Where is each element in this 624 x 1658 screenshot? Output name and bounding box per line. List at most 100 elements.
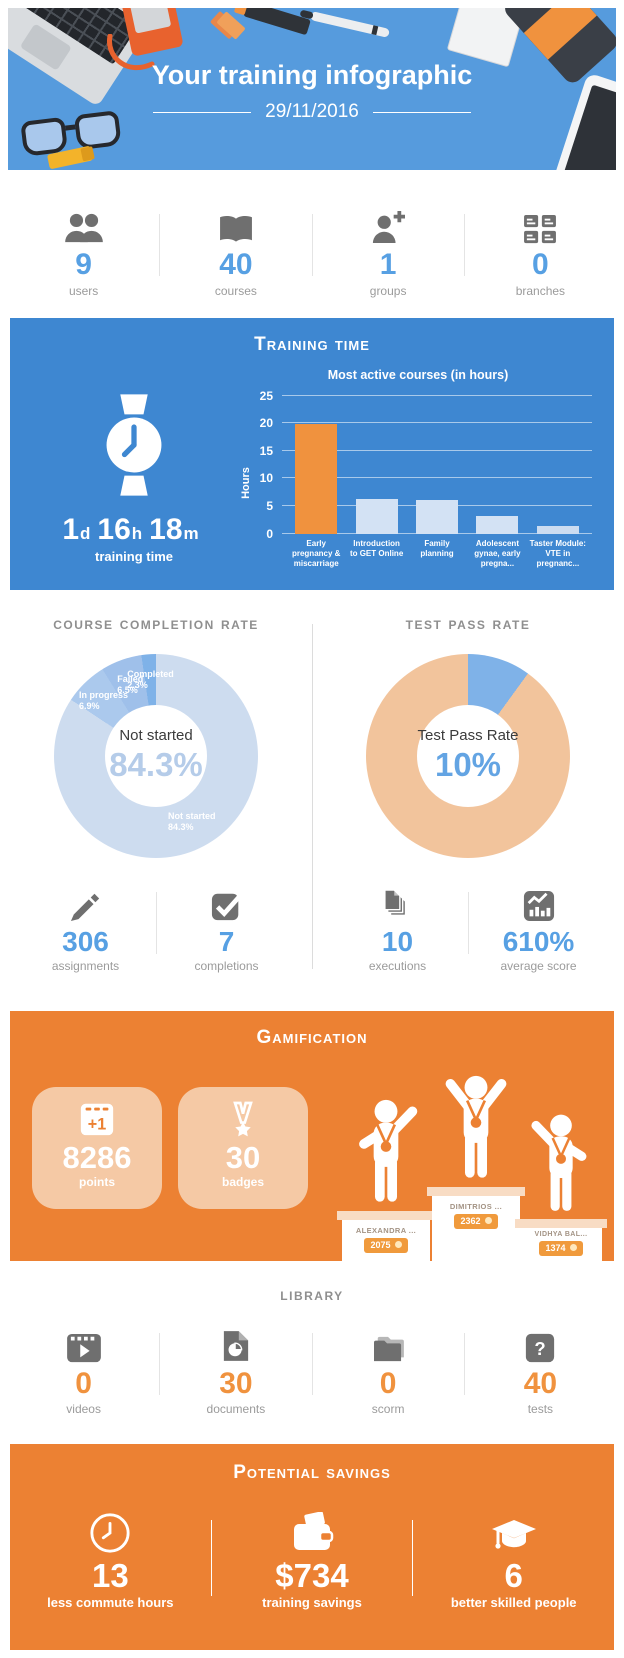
training-duration: 1d 16h 18m: [28, 513, 240, 547]
stat-groups: 1 groups: [313, 204, 464, 298]
badges-value: 30: [225, 1139, 261, 1175]
gridline: [282, 422, 592, 424]
stat-label: groups: [369, 283, 407, 298]
stat-value: 40: [523, 1366, 558, 1400]
divider: [412, 1520, 414, 1596]
stat-completions: 7 completions: [157, 882, 297, 973]
stat-videos: 0 videos: [8, 1323, 159, 1417]
stat-value: 0: [532, 248, 549, 281]
gridline: [282, 477, 592, 479]
bar-2: [416, 499, 459, 534]
section-title: Training Time: [254, 333, 370, 355]
test-stats: 10 executions 610% average score: [312, 882, 624, 973]
divider: [155, 891, 157, 954]
podium-figure: [359, 1099, 418, 1202]
badges-card: 30 badges: [178, 1086, 308, 1209]
stat-label: courses: [214, 283, 257, 298]
gamification-cards: +1 8286 points 30 badges: [32, 1086, 308, 1261]
podium-box: VIDHYA BAL... 1374: [520, 1227, 602, 1261]
podium-figure: [531, 1114, 587, 1211]
report-date: 29/11/2016: [265, 101, 359, 122]
most-active-courses-chart: Most active courses (in hours) Hours 0 5 1…: [240, 360, 596, 570]
y-tick-label: 15: [259, 443, 273, 458]
gridline: [282, 394, 592, 396]
stat-courses: 40 courses: [160, 204, 311, 298]
leaderboard-name: VIDHYA BAL...: [534, 1230, 588, 1238]
infographic-page: Your training infographic 29/11/2016 9 u…: [0, 8, 624, 1650]
section-title: Test Pass Rate: [405, 613, 531, 633]
bar-1: [355, 499, 398, 534]
stat-value: 13: [91, 1557, 129, 1595]
chart-icon: [469, 882, 609, 922]
section-title: Library: [280, 1284, 344, 1304]
divider: [311, 214, 313, 276]
duration-hours: 16: [97, 512, 131, 546]
x-tick-label: Early pregnancy & miscarriage: [291, 538, 341, 569]
bar-column: [528, 396, 588, 534]
divider: [159, 1332, 161, 1395]
library-section: Library 0 videos 30 documents: [0, 1261, 624, 1417]
donut-center-value: 84.3%: [109, 746, 203, 784]
potential-savings-section: Potential Savings 13 less commute hours …: [10, 1444, 614, 1650]
divider: [312, 623, 313, 969]
stat-label: assignments: [51, 958, 120, 973]
points-icon: +1: [32, 1099, 162, 1139]
points-value: 8286: [62, 1139, 132, 1175]
donut-center-value: 10%: [434, 746, 502, 784]
donut-center: Test Pass Rate 10%: [417, 704, 519, 807]
stat-label: better skilled people: [450, 1594, 577, 1610]
branches-icon: [465, 204, 616, 244]
coin-icon: [394, 1240, 402, 1248]
bar-plot: 0 5 10 15 20 25: [260, 389, 592, 541]
podium-place-3: VIDHYA BAL... 1374: [515, 1107, 607, 1261]
leaderboard-name: ALEXANDRA ...: [355, 1225, 417, 1235]
points-label: points: [79, 1174, 115, 1189]
stat-value: 0: [379, 1366, 397, 1400]
divider: [467, 891, 469, 954]
bar-3: [476, 515, 519, 534]
graduation-cap-icon: [413, 1506, 614, 1554]
bar-column: [286, 396, 346, 534]
duration-hours-unit: h: [131, 523, 143, 543]
svg-text:+1: +1: [88, 1115, 106, 1133]
bar-xlabels: Early pregnancy & miscarriage Introductio…: [282, 539, 592, 570]
svg-text:?: ?: [535, 1338, 546, 1359]
donut-center-label: Not started: [119, 727, 193, 745]
stat-label: completions: [194, 958, 259, 973]
users-icon: [8, 204, 159, 244]
stat-label: branches: [515, 283, 566, 298]
stat-label: documents: [206, 1402, 266, 1417]
podium-figure: [445, 1075, 507, 1178]
section-title: Gamification: [256, 1026, 368, 1048]
stat-label: videos: [66, 1402, 101, 1417]
chart-title: Most active courses (in hours): [327, 367, 509, 382]
video-icon: [8, 1323, 159, 1363]
leaderboard-name: DIMITRIOS ...: [449, 1201, 503, 1211]
overview-stats: 9 users 40 courses 1 groups 0 branches: [0, 170, 624, 298]
stat-assignments: 306 assignments: [16, 882, 156, 973]
training-time-summary: 1d 16h 18m training time: [28, 360, 240, 570]
stat-value: 1: [379, 248, 397, 281]
x-tick-label: Taster Module: VTE in pregnanc...: [529, 538, 586, 569]
header-banner: Your training infographic 29/11/2016: [8, 8, 616, 170]
stat-value: 610%: [502, 925, 575, 957]
podium-lid: [336, 1210, 436, 1220]
stat-executions: 10 executions: [328, 882, 468, 973]
gridline: [282, 449, 592, 451]
stat-scorm: 0 scorm: [313, 1323, 464, 1416]
x-tick-label: Family planning: [420, 538, 454, 558]
stat-value: $734: [275, 1557, 349, 1595]
page-title: Your training infographic: [151, 60, 473, 90]
stat-value: 9: [75, 248, 92, 281]
stat-training-savings: $734 training savings: [212, 1506, 413, 1610]
bar-column: [346, 396, 406, 534]
stat-average-score: 610% average score: [469, 882, 609, 973]
podium-box: ALEXANDRA ... 2075: [342, 1219, 430, 1261]
stat-branches: 0 branches: [465, 204, 616, 298]
y-tick-label: 10: [259, 471, 273, 486]
y-tick-label: 5: [266, 498, 273, 513]
divider: [463, 1332, 465, 1395]
leaderboard-points-badge: 2362: [454, 1213, 498, 1229]
stat-value: 0: [75, 1366, 92, 1400]
stat-label: executions: [368, 958, 427, 973]
